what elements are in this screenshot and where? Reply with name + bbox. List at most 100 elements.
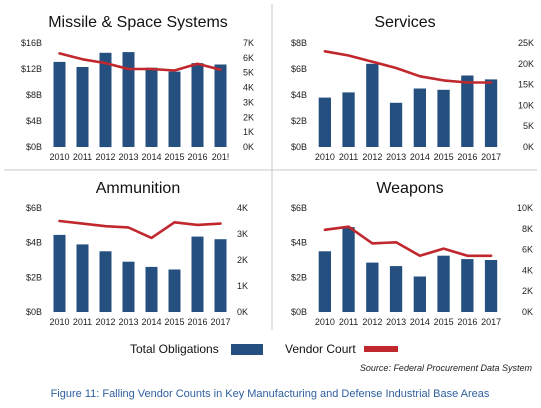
bar-total-obligations-2015 xyxy=(168,269,181,312)
line-vendor-count xyxy=(323,225,493,258)
y-right-tick-label: 1K xyxy=(243,127,254,137)
x-tick-label: 2016 xyxy=(457,152,477,162)
y-left-tick-label: $4B xyxy=(26,116,42,126)
x-tick-label: 2012 xyxy=(95,317,115,327)
bar-total-obligations-2016 xyxy=(461,259,474,312)
bar-total-obligations-2017 xyxy=(214,64,227,147)
y-right-tick-label: 2K xyxy=(522,286,533,296)
bar-total-obligations-2014 xyxy=(413,276,426,312)
y-right-tick-label: 0K xyxy=(523,142,534,152)
y-left-tick-label: $0B xyxy=(291,142,307,152)
y-right-tick-label: 15K xyxy=(518,80,534,90)
x-tick-label: 2010 xyxy=(49,152,69,162)
y-left-tick-label: $6B xyxy=(291,203,307,213)
y-right-tick-label: 3K xyxy=(243,97,254,107)
bar-total-obligations-2016 xyxy=(191,63,204,147)
x-tick-label: 2011 xyxy=(73,317,92,327)
bar-total-obligations-2013 xyxy=(389,266,403,312)
x-tick-label: 2014 xyxy=(410,317,430,327)
source-note: Source: Federal Procurement Data System xyxy=(360,363,533,373)
bar-total-obligations-2012 xyxy=(366,262,379,312)
y-right-tick-label: 20K xyxy=(518,59,534,69)
x-tick-label: 201! xyxy=(212,152,230,162)
x-tick-label: 2014 xyxy=(141,317,161,327)
x-tick-label: 2012 xyxy=(95,152,115,162)
y-right-tick-label: 4K xyxy=(237,203,248,213)
bar-total-obligations-2010 xyxy=(53,234,66,312)
x-tick-label: 2016 xyxy=(187,317,207,327)
x-tick-label: 2017 xyxy=(481,317,501,327)
x-tick-label: 2017 xyxy=(481,152,501,162)
line-vendor-count xyxy=(58,219,222,240)
y-right-tick-label: 0K xyxy=(243,142,254,152)
panel-title: Services xyxy=(374,14,435,31)
y-right-tick-label: 10K xyxy=(517,203,533,213)
bar-total-obligations-2012 xyxy=(366,63,379,147)
y-right-tick-label: 5K xyxy=(523,121,534,131)
y-right-tick-label: 3K xyxy=(237,229,248,239)
legend-swatch-vendor-count xyxy=(364,346,398,352)
y-right-tick-label: 2K xyxy=(243,112,254,122)
legend-label-vendor-count: Vendor Court xyxy=(285,342,356,356)
bar-total-obligations-2014 xyxy=(145,266,158,312)
x-tick-label: 2016 xyxy=(187,152,207,162)
y-right-tick-label: 6K xyxy=(243,53,254,63)
y-right-tick-label: 6K xyxy=(522,245,533,255)
y-right-tick-label: 0K xyxy=(237,307,248,317)
x-tick-label: 2013 xyxy=(118,317,138,327)
y-left-tick-label: $4B xyxy=(291,238,307,248)
x-tick-label: 2017 xyxy=(210,317,230,327)
y-left-tick-label: $2B xyxy=(26,272,42,282)
bar-total-obligations-2017 xyxy=(214,239,227,312)
x-tick-label: 2014 xyxy=(410,152,430,162)
bar-total-obligations-2011 xyxy=(76,67,89,147)
legend-swatch-total-obligations xyxy=(231,344,263,355)
x-tick-label: 2013 xyxy=(118,152,138,162)
line-vendor-count xyxy=(323,49,493,84)
x-tick-label: 2010 xyxy=(49,317,69,327)
y-left-tick-label: $8B xyxy=(26,90,42,100)
line-vendor-count xyxy=(58,52,222,72)
bar-total-obligations-2011 xyxy=(342,227,355,312)
x-tick-label: 2015 xyxy=(434,317,454,327)
bar-total-obligations-2012 xyxy=(99,251,112,312)
x-tick-label: 2015 xyxy=(164,317,184,327)
bar-total-obligations-2015 xyxy=(437,89,450,147)
bar-total-obligations-2017 xyxy=(484,79,498,147)
chart-panel-weapons: Weapons $0B $2B $4B $6B 0K 2K 4K 6K 8K 10K 2010 201… xyxy=(291,180,533,327)
y-left-tick-label: $0B xyxy=(26,142,42,152)
y-left-tick-label: $16B xyxy=(21,38,42,48)
bar-total-obligations-2010 xyxy=(318,97,331,147)
y-left-tick-label: $8B xyxy=(291,38,307,48)
y-left-tick-label: $6B xyxy=(26,203,42,213)
y-right-tick-label: 8K xyxy=(522,224,533,234)
bar-total-obligations-2015 xyxy=(437,255,450,312)
y-left-tick-label: $2B xyxy=(291,116,307,126)
y-right-tick-label: 10K xyxy=(518,100,534,110)
y-left-tick-label: $6B xyxy=(291,64,307,74)
chart-panel-services: Services $0B $2B $4B $6B $8B 0K 5K 10K 15K 20K 25K… xyxy=(291,14,534,162)
y-right-tick-label: 0K xyxy=(522,307,533,317)
y-left-tick-label: $0B xyxy=(291,307,307,317)
panel-title: Missile & Space Systems xyxy=(48,14,228,31)
y-right-tick-label: 1K xyxy=(237,281,248,291)
y-right-tick-label: 4K xyxy=(522,265,533,275)
y-right-tick-label: 7K xyxy=(243,38,254,48)
x-tick-label: 2010 xyxy=(315,317,335,327)
legend-label-total-obligations: Total Obligations xyxy=(130,342,219,356)
panel-title: Ammunition xyxy=(96,180,180,197)
bar-total-obligations-2013 xyxy=(389,102,403,147)
chart-panel-ammunition: Ammunition $0B $2B $4B $6B 0K 1K 2K 3K 4K 2010 201… xyxy=(26,180,248,327)
panel-title: Weapons xyxy=(376,180,443,197)
bar-total-obligations-2016 xyxy=(461,75,474,147)
bar-total-obligations-2013 xyxy=(122,261,135,312)
x-tick-label: 2013 xyxy=(386,152,406,162)
chart-panel-missile-space: Missile & Space Systems $0B $4B $8B $12B $16… xyxy=(21,14,254,162)
x-tick-label: 2011 xyxy=(73,152,92,162)
y-right-tick-label: 4K xyxy=(243,83,254,93)
x-tick-label: 2015 xyxy=(434,152,454,162)
bar-total-obligations-2012 xyxy=(99,52,112,148)
x-tick-label: 2014 xyxy=(141,152,161,162)
bar-total-obligations-2014 xyxy=(413,88,426,147)
bar-total-obligations-2016 xyxy=(191,236,204,312)
